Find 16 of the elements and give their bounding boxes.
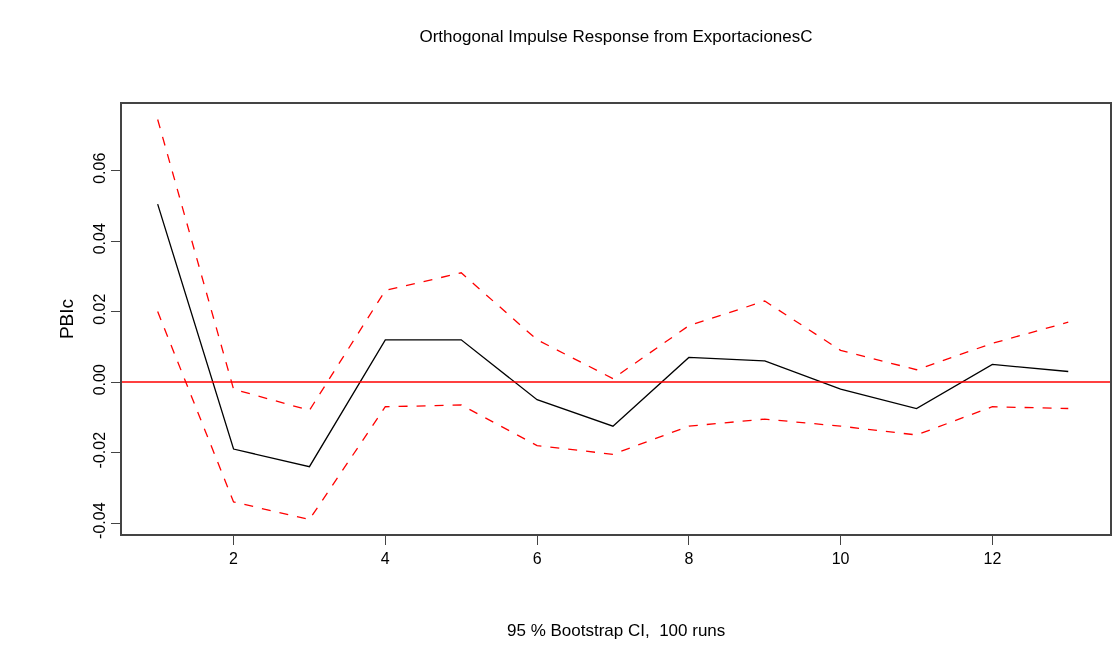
y-tick-label: 0.06 <box>90 152 108 184</box>
chart-title: Orthogonal Impulse Response from ExportacionesC <box>419 26 813 46</box>
x-tick-label: 12 <box>983 549 1002 567</box>
y-tick-label: 0.00 <box>90 364 108 396</box>
y-tick-label: 0.04 <box>90 223 108 255</box>
x-tick-label: 8 <box>684 549 694 567</box>
y-axis-title: PBIc <box>56 298 78 340</box>
line-series <box>157 203 1069 468</box>
y-tick-label: -0.04 <box>90 502 108 539</box>
x-axis-title: 95 % Bootstrap CI, 100 runs <box>507 621 726 640</box>
x-tick-label: 10 <box>831 549 850 567</box>
x-tick-label: 4 <box>380 549 390 567</box>
y-tick-label: -0.02 <box>90 431 108 469</box>
y-tick-label: 0.02 <box>90 293 108 325</box>
x-tick-label: 6 <box>532 549 542 567</box>
x-tick-label: 2 <box>229 549 239 567</box>
